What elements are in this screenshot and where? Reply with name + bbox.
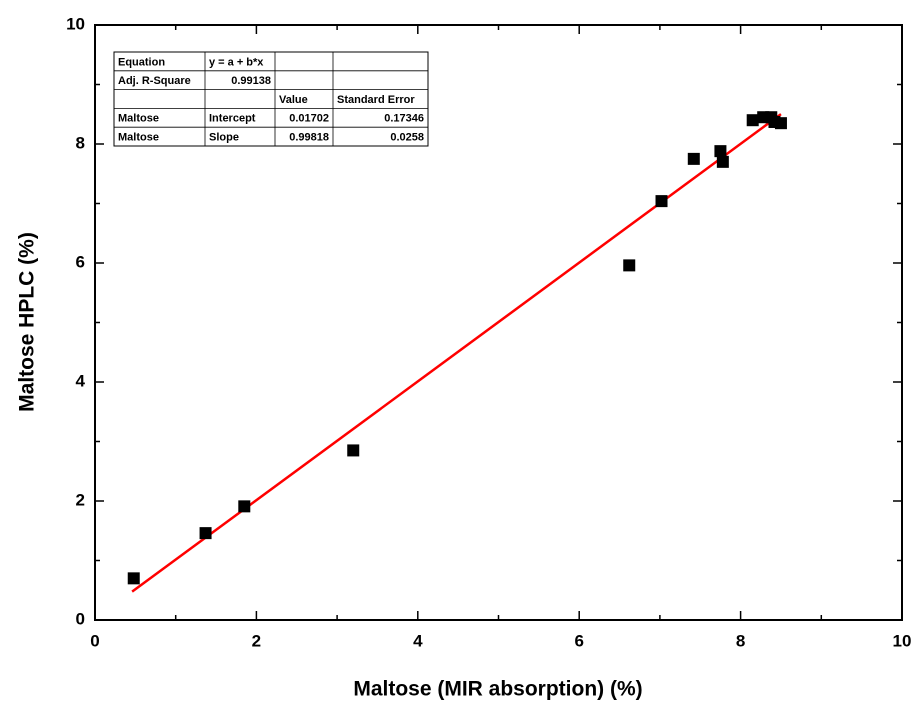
y-tick-label: 2 [76,490,85,509]
table-cell: 0.17346 [384,113,424,125]
table-cell: Maltose [118,113,159,125]
data-point [655,195,668,208]
y-tick-label: 4 [76,371,86,390]
x-tick-label: 2 [252,631,261,650]
x-tick-label: 0 [90,631,99,650]
table-cell: Value [279,94,308,106]
plot-frame [94,24,903,621]
y-axis-label: Maltose HPLC (%) [16,232,39,412]
table-cell: 0.99818 [289,132,329,144]
y-tick-label: 8 [76,133,85,152]
data-point [746,114,759,127]
table-cell: Intercept [209,113,256,125]
table-cell: Adj. R-Square [118,75,191,87]
data-point [127,572,140,585]
table-cell: Equation [118,56,165,68]
table-cell: Slope [209,132,239,144]
table-cell: 0.0258 [390,132,424,144]
table-cell: Standard Error [337,94,415,106]
data-point [238,500,251,513]
inset-table [113,51,429,147]
data-point [714,145,727,158]
data-point [716,155,729,168]
x-tick-label: 6 [574,631,583,650]
x-tick-label: 10 [893,631,912,650]
y-tick-label: 6 [76,252,85,271]
data-point [774,117,787,130]
x-tick-label: 4 [413,631,423,650]
data-point [687,152,700,165]
y-tick-label: 0 [76,609,85,628]
table-cell: 0.99138 [231,75,271,87]
data-point [623,259,636,272]
y-tick-label: 10 [66,14,85,33]
table-cell: y = a + b*x [209,56,264,68]
table-cell: 0.01702 [289,113,329,125]
data-point [199,527,212,540]
table-cell: Maltose [118,132,159,144]
data-point [347,444,360,457]
x-axis-label: Maltose (MIR absorption) (%) [353,678,642,701]
x-tick-label: 8 [736,631,745,650]
